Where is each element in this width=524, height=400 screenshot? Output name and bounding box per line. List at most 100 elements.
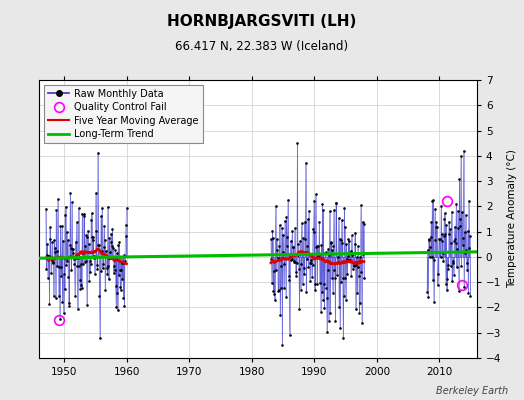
- Point: [59, 238, 67, 244]
- Point: [89, 237, 97, 244]
- Point: [51, 245, 59, 251]
- Point: [460, 148, 468, 154]
- Point: [288, 228, 297, 234]
- Point: [447, 240, 455, 246]
- Point: [302, 256, 311, 262]
- Point: [324, 246, 332, 252]
- Point: [333, 272, 341, 278]
- Point: [456, 216, 464, 222]
- Point: [343, 256, 351, 262]
- Point: [449, 258, 457, 264]
- Point: [298, 249, 306, 255]
- Point: [272, 236, 281, 242]
- Point: [287, 257, 296, 263]
- Point: [318, 289, 326, 296]
- Point: [459, 242, 467, 248]
- Point: [106, 254, 115, 261]
- Point: [57, 264, 65, 270]
- Point: [318, 201, 326, 207]
- Point: [342, 241, 351, 248]
- Point: [60, 286, 69, 292]
- Point: [435, 235, 444, 242]
- Point: [332, 200, 341, 206]
- Point: [299, 264, 308, 271]
- Point: [352, 262, 361, 268]
- Point: [268, 228, 277, 234]
- Point: [77, 261, 85, 267]
- Point: [341, 275, 350, 281]
- Point: [275, 287, 283, 293]
- Point: [66, 190, 74, 196]
- Point: [429, 197, 438, 204]
- Point: [331, 275, 339, 282]
- Point: [312, 243, 320, 250]
- Point: [455, 176, 464, 182]
- Point: [462, 247, 471, 253]
- Point: [267, 236, 275, 242]
- Point: [112, 303, 121, 310]
- Point: [301, 160, 310, 166]
- Point: [325, 252, 333, 259]
- Point: [78, 285, 86, 292]
- Point: [292, 269, 300, 275]
- Point: [51, 295, 60, 301]
- Point: [291, 225, 299, 231]
- Point: [351, 240, 359, 247]
- Point: [113, 290, 122, 296]
- Point: [349, 250, 357, 257]
- Point: [56, 223, 64, 230]
- Point: [351, 230, 359, 236]
- Point: [463, 267, 472, 274]
- Point: [96, 268, 105, 275]
- Point: [329, 242, 337, 249]
- Point: [301, 236, 309, 242]
- Point: [270, 291, 279, 297]
- Point: [76, 286, 84, 292]
- Point: [448, 277, 456, 284]
- Point: [49, 293, 58, 299]
- Point: [461, 229, 469, 235]
- Point: [82, 258, 91, 264]
- Point: [91, 271, 99, 278]
- Point: [42, 252, 51, 258]
- Point: [308, 262, 316, 268]
- Point: [289, 244, 298, 250]
- Point: [291, 259, 300, 266]
- Point: [99, 265, 107, 272]
- Point: [435, 236, 443, 242]
- Point: [455, 288, 463, 294]
- Point: [360, 275, 368, 282]
- Point: [426, 244, 434, 250]
- Point: [323, 329, 331, 335]
- Point: [271, 296, 279, 303]
- Point: [308, 273, 316, 280]
- Point: [276, 222, 284, 228]
- Point: [348, 252, 356, 258]
- Point: [84, 228, 92, 234]
- Point: [100, 244, 108, 250]
- Point: [313, 281, 321, 288]
- Point: [43, 241, 51, 248]
- Point: [442, 222, 451, 228]
- Point: [80, 211, 89, 217]
- Point: [121, 258, 129, 264]
- Point: [69, 246, 78, 252]
- Point: [430, 299, 438, 306]
- Point: [446, 226, 454, 232]
- Point: [309, 226, 317, 232]
- Point: [106, 249, 114, 255]
- Point: [331, 317, 340, 324]
- Point: [82, 232, 90, 238]
- Point: [353, 254, 361, 260]
- Point: [346, 248, 355, 254]
- Point: [457, 153, 465, 159]
- Point: [95, 242, 103, 248]
- Point: [83, 234, 92, 241]
- Point: [302, 289, 310, 296]
- Point: [111, 267, 119, 273]
- Point: [277, 262, 286, 269]
- Point: [92, 228, 101, 235]
- Point: [77, 282, 85, 288]
- Point: [79, 250, 88, 256]
- Point: [338, 240, 346, 246]
